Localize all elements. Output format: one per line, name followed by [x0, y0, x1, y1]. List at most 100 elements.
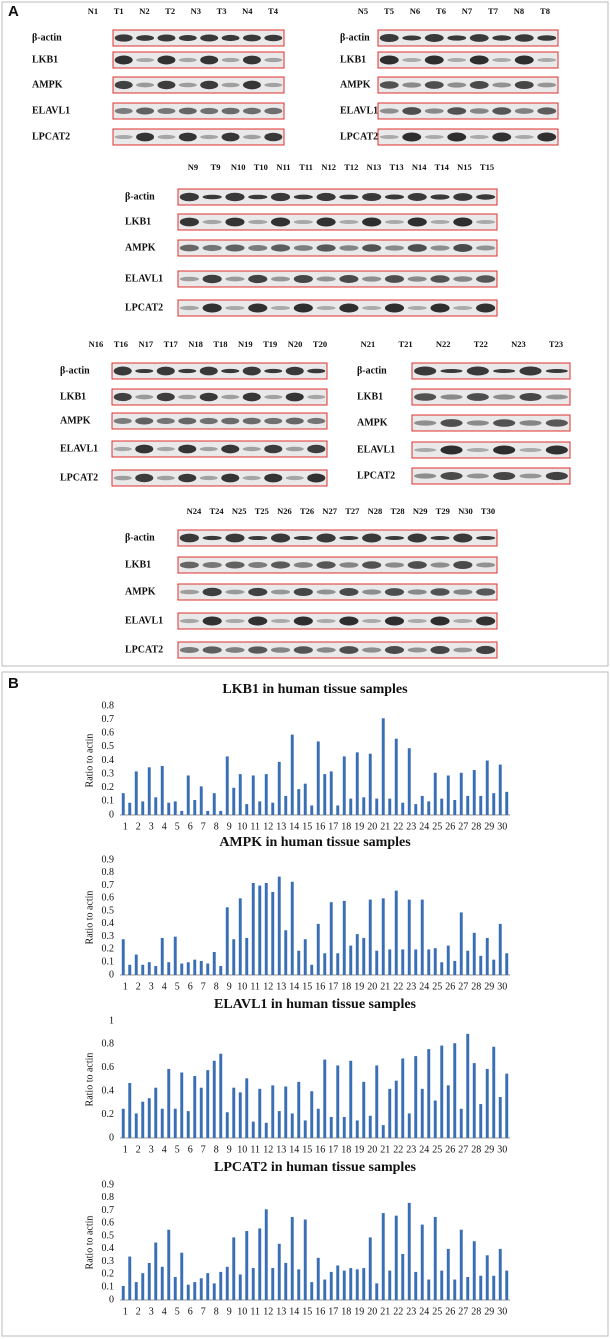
- bar: [167, 1068, 171, 1138]
- y-tick-label: 0.3: [102, 931, 115, 942]
- lane-label: T5: [384, 6, 394, 16]
- bar: [297, 1081, 301, 1138]
- x-tick-label: 6: [188, 1306, 193, 1317]
- blot-band: [199, 475, 218, 481]
- bar: [173, 936, 177, 975]
- blot-band: [202, 244, 222, 252]
- bar: [472, 1241, 476, 1300]
- x-tick-label: 19: [354, 1306, 364, 1317]
- x-tick-label: 5: [175, 1306, 180, 1317]
- x-tick-label: 18: [341, 981, 351, 992]
- bar: [453, 1279, 457, 1300]
- lane-label: T10: [254, 162, 268, 172]
- bar: [121, 793, 125, 815]
- blot-band: [242, 392, 261, 402]
- blot-band: [225, 244, 245, 252]
- panel-b-frame: [1, 671, 609, 1337]
- bar: [505, 791, 509, 815]
- x-tick-label: 17: [328, 1306, 338, 1317]
- blot-strip: [112, 29, 285, 47]
- blot-band: [453, 647, 473, 653]
- bar: [134, 954, 138, 975]
- blot-band: [316, 533, 336, 543]
- bar: [485, 1255, 489, 1300]
- lane-label: N22: [436, 339, 451, 349]
- lane-label: N28: [368, 506, 383, 516]
- blot-band: [135, 444, 154, 454]
- blot-band: [200, 34, 219, 42]
- lane-label: T26: [300, 506, 314, 516]
- bar: [310, 964, 314, 975]
- protein-label: AMPK: [357, 417, 388, 428]
- x-tick-label: 12: [263, 1144, 273, 1155]
- bar: [420, 1088, 424, 1138]
- blot-band: [545, 471, 568, 481]
- blot-band: [135, 368, 154, 374]
- bar: [394, 1080, 398, 1138]
- blot-band: [135, 394, 154, 400]
- x-tick-label: 16: [315, 981, 325, 992]
- lane-label: T23: [549, 339, 563, 349]
- blot-band: [293, 616, 313, 626]
- x-tick-label: 5: [175, 821, 180, 832]
- blot-band: [242, 366, 261, 376]
- bar: [290, 1113, 294, 1138]
- y-tick-label: 1: [109, 1015, 114, 1026]
- x-tick-label: 18: [341, 821, 351, 832]
- bar: [290, 1216, 294, 1300]
- x-tick-label: 3: [149, 981, 154, 992]
- y-tick-label: 0.9: [102, 854, 115, 865]
- x-tick-label: 15: [302, 981, 312, 992]
- blot-band: [316, 618, 336, 624]
- blot-band: [248, 194, 268, 200]
- blot-band: [157, 55, 176, 65]
- bar: [245, 804, 249, 815]
- bar: [180, 810, 184, 815]
- lane-label: N18: [188, 339, 203, 349]
- x-tick-label: 9: [227, 981, 232, 992]
- blot-band: [430, 535, 450, 541]
- blot-band: [113, 392, 132, 402]
- x-tick-label: 24: [419, 1144, 429, 1155]
- blot-band: [136, 132, 155, 142]
- protein-label: AMPK: [60, 415, 91, 426]
- x-tick-label: 11: [250, 1306, 260, 1317]
- bar: [407, 1113, 411, 1138]
- x-tick-label: 15: [302, 1144, 312, 1155]
- blot-band: [453, 561, 473, 569]
- bar: [147, 767, 151, 815]
- bar: [401, 802, 405, 815]
- blot-band: [221, 107, 240, 115]
- bar: [316, 923, 320, 975]
- bar: [420, 795, 424, 815]
- x-tick-label: 15: [302, 821, 312, 832]
- bar: [154, 966, 158, 975]
- x-tick-label: 7: [201, 821, 206, 832]
- blot-band: [407, 217, 427, 227]
- y-tick-label: 0.2: [102, 944, 115, 955]
- bar: [440, 1270, 444, 1300]
- bar: [498, 1248, 502, 1300]
- bar: [466, 1277, 470, 1300]
- lane-label: T27: [345, 506, 360, 516]
- blot-band: [384, 303, 405, 313]
- blot-band: [248, 616, 268, 626]
- blot-band: [453, 276, 473, 282]
- bar: [459, 912, 463, 975]
- blot-band: [453, 193, 473, 201]
- bar: [349, 945, 353, 975]
- bar: [206, 963, 210, 975]
- bar: [245, 1078, 249, 1138]
- blot-band: [242, 134, 261, 140]
- bar: [212, 952, 216, 975]
- blot-band: [202, 194, 222, 200]
- blot-band: [264, 394, 283, 400]
- bar: [375, 950, 379, 975]
- bar: [206, 810, 210, 815]
- blot-band: [537, 132, 557, 142]
- blot-band: [514, 108, 534, 114]
- blot-band: [248, 245, 268, 251]
- bar: [329, 1116, 333, 1138]
- x-tick-label: 2: [136, 821, 141, 832]
- bar: [394, 738, 398, 815]
